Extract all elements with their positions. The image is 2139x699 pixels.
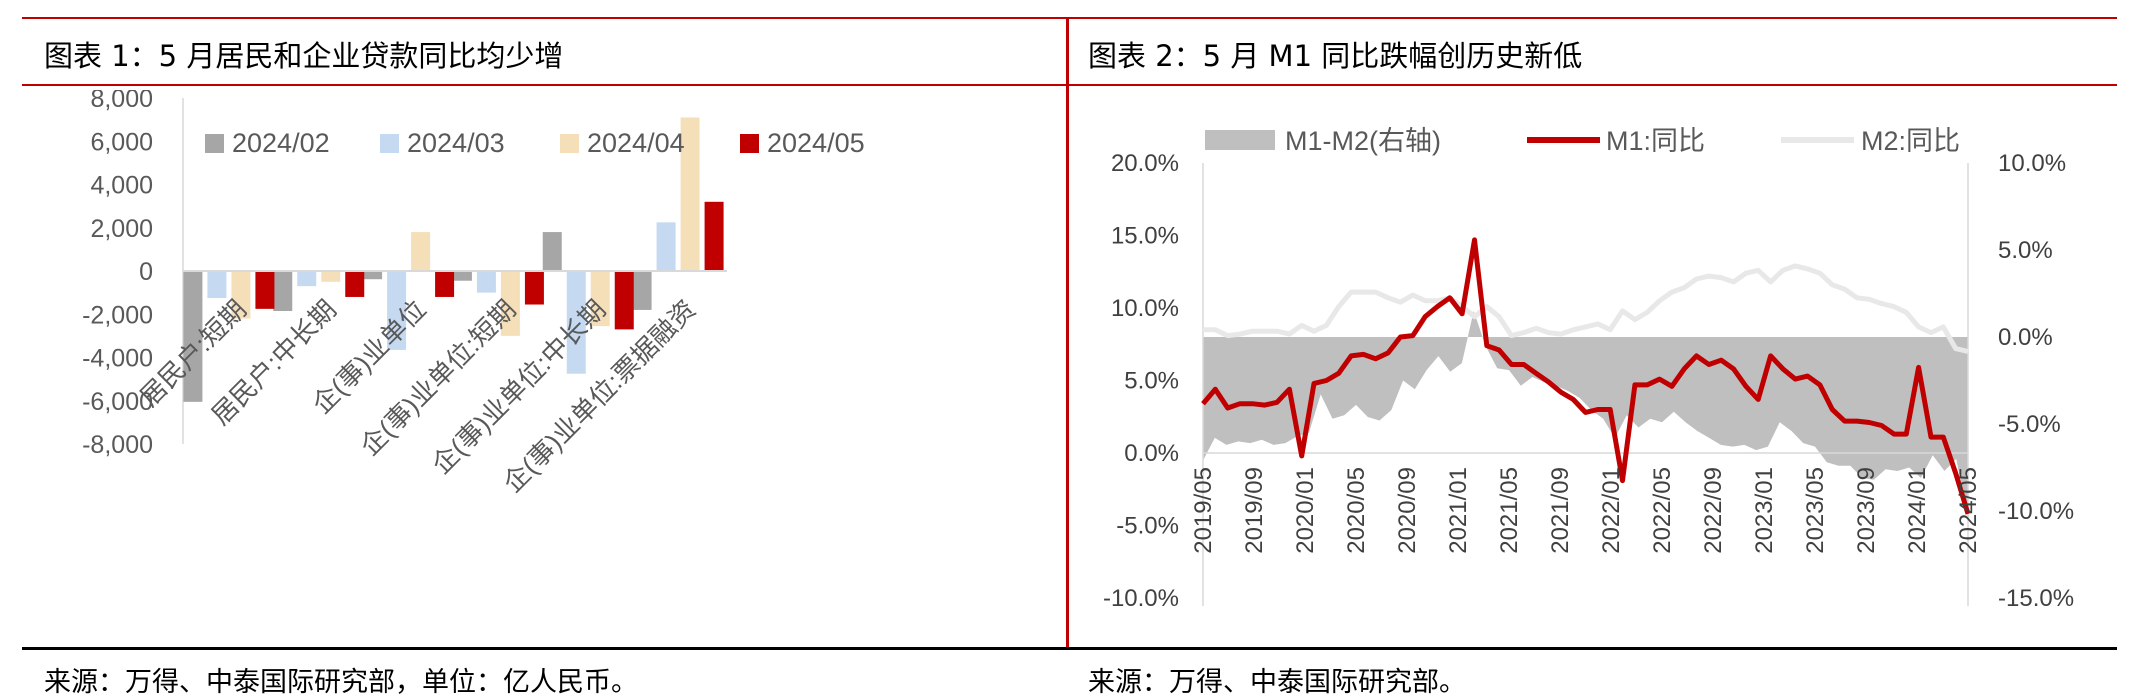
bar-2024/05-3: [524, 271, 544, 305]
x-tick-label: 2023/09: [1853, 467, 1880, 554]
x-tick-label: 2023/05: [1802, 467, 1829, 554]
bar-2024/04-1: [321, 271, 341, 282]
x-tick-label: 2022/01: [1598, 467, 1625, 554]
left-y-tick-label: 15.0%: [1111, 223, 1179, 250]
right-y-tick-label: 10.0%: [1998, 150, 2066, 177]
legend-label: 2024/03: [407, 128, 505, 158]
x-tick-label: 2024/01: [1904, 467, 1931, 554]
x-tick-label: 2019/05: [1190, 467, 1217, 554]
loan-bar-chart: 8,000 6,000 4,000 2,000 0 -2,000 -4,000 -6,000 -…: [82, 90, 865, 498]
right-y-tick-label: 5.0%: [1998, 237, 2053, 264]
x-tick-label: 2020/05: [1343, 467, 1370, 554]
bar-2024/02-5: [632, 271, 652, 310]
bar-2024/04-2: [411, 232, 431, 271]
legend-label-m1: M1:同比: [1606, 126, 1705, 156]
legend-swatch-m1-m2: [1205, 130, 1275, 150]
m1-line-chart: 20.0% 15.0% 10.0% 5.0% 0.0% -5.0% -10.0% 10.0% 5…: [1103, 126, 2074, 612]
legend-label-m2: M2:同比: [1861, 126, 1960, 156]
legend-label-m1-m2: M1-M2(右轴): [1285, 126, 1441, 156]
y-tick-label: 0: [139, 258, 153, 286]
top-rule-left: [22, 17, 1066, 19]
bar-2024/02-3: [452, 271, 472, 281]
x-tick-label: 2023/01: [1751, 467, 1778, 554]
bar-2024/02-2: [363, 271, 383, 280]
series-line-m2: [1203, 263, 1969, 354]
x-tick-label: 2022/09: [1700, 467, 1727, 554]
right-source-note: 来源：万得、中泰国际研究部。: [1088, 667, 1466, 698]
bar-2024/04-5: [680, 117, 700, 272]
bar-2024/04-0: [231, 271, 251, 319]
x-tick-label: 2020/01: [1292, 467, 1319, 554]
left-chart-title: 图表 1：5 月居民和企业贷款同比均少增: [44, 39, 564, 73]
right-chart-title: 图表 2：5 月 M1 同比跌幅创历史新低: [1088, 39, 1583, 73]
right-y-tick-label: -5.0%: [1998, 411, 2061, 438]
left-source-note: 来源：万得、中泰国际研究部，单位：亿人民币。: [44, 667, 638, 698]
bar-2024/05-4: [614, 271, 634, 330]
right-y-tick-label: 0.0%: [1998, 324, 2053, 351]
bar-2024/03-1: [297, 271, 317, 287]
legend-label: 2024/02: [232, 128, 330, 158]
y-tick-label: 4,000: [90, 172, 153, 200]
bar-2024/02-4: [542, 232, 562, 271]
y-tick-label: 6,000: [90, 128, 153, 156]
x-tick-label: 2020/09: [1394, 467, 1421, 554]
bar-2024/05-0: [255, 271, 275, 309]
bar-2024/03-3: [476, 271, 496, 293]
y-tick-label: -8,000: [82, 431, 153, 459]
legend-label: 2024/04: [587, 128, 685, 158]
left-y-tick-label: -5.0%: [1116, 513, 1179, 540]
bar-2024/05-1: [345, 271, 365, 297]
left-y-tick-label: 5.0%: [1124, 368, 1179, 395]
left-y-tick-label: 20.0%: [1111, 150, 1179, 177]
y-tick-label: 8,000: [90, 90, 153, 113]
y-tick-label: -4,000: [82, 345, 153, 373]
left-y-tick-label: 10.0%: [1111, 295, 1179, 322]
right-y-tick-label: -10.0%: [1998, 498, 2074, 525]
bar-2024/02-0: [183, 271, 203, 402]
x-tick-label: 2021/01: [1445, 467, 1472, 554]
legend-swatch-2024/04: [560, 134, 579, 153]
bar-2024/03-2: [387, 271, 407, 350]
bar-2024/04-3: [500, 271, 520, 336]
legend-swatch-2024/02: [205, 134, 224, 153]
series-line-m1: [1201, 237, 1971, 515]
x-tick-label: 2021/09: [1547, 467, 1574, 554]
panel-divider: [1066, 17, 1069, 648]
y-tick-label: -2,000: [82, 301, 153, 329]
bar-2024/03-4: [566, 271, 586, 374]
x-tick-label: 2021/05: [1496, 467, 1523, 554]
y-tick-label: 2,000: [90, 215, 153, 243]
x-tick-label: 2019/09: [1241, 467, 1268, 554]
bottom-rule: [22, 647, 2117, 650]
bar-2024/05-5: [704, 201, 724, 271]
bar-2024/02-1: [273, 271, 293, 312]
bar-2024/04-4: [590, 271, 610, 327]
title-rule-left: [22, 84, 1066, 86]
right-y-tick-label: -15.0%: [1998, 585, 2074, 612]
bar-2024/03-0: [207, 271, 227, 299]
x-tick-label: 2022/05: [1649, 467, 1676, 554]
bar-2024/03-5: [656, 222, 676, 271]
title-rule-right: [1069, 84, 2117, 86]
left-y-tick-label: -10.0%: [1103, 585, 1179, 612]
x-tick-label: 2024/05: [1955, 467, 1982, 554]
x-category-label: 企(事)业单位:短期: [354, 294, 521, 461]
legend-label: 2024/05: [767, 128, 865, 158]
top-rule-right: [1069, 17, 2117, 19]
legend-swatch-2024/05: [740, 134, 759, 153]
left-y-tick-label: 0.0%: [1124, 440, 1179, 467]
bar-2024/05-2: [435, 271, 455, 297]
legend-swatch-2024/03: [380, 134, 399, 153]
y-tick-label: -6,000: [82, 388, 153, 416]
